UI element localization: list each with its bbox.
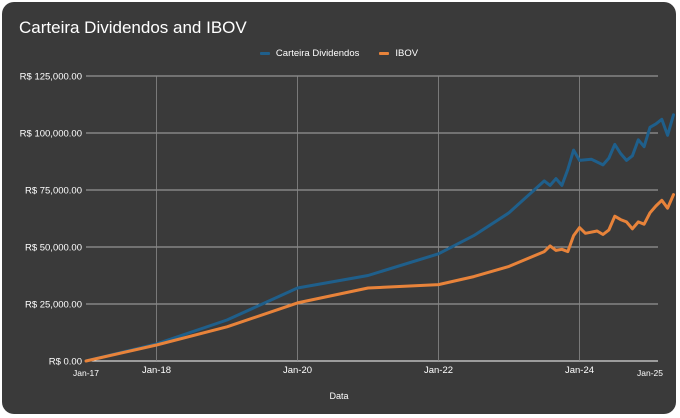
x-tick-label: Jan-24 [565,365,594,376]
chart-legend: Carteira Dividendos IBOV [2,48,676,59]
legend-swatch-carteira [259,52,270,55]
x-tick-label: Jan-25 [637,368,663,378]
legend-swatch-ibov [379,52,390,55]
y-tick-label: R$ 25,000.00 [25,300,82,311]
series-line-ibov [84,193,675,363]
y-tick-label: R$ 50,000.00 [25,243,82,254]
chart-card: Carteira Dividendos and IBOV Carteira Di… [2,2,676,414]
legend-label-ibov: IBOV [395,48,419,59]
x-tick-label: Jan-20 [283,365,312,376]
chart-plot: R$ 0.00 R$ 25,000.00 R$ 50,000.00 R$ 75,000… [20,72,675,378]
chart-title: Carteira Dividendos and IBOV [19,18,247,37]
x-tick-label: Jan-22 [424,365,453,376]
x-axis-title: Data [329,391,349,401]
x-tick-label: Jan-17 [73,368,99,378]
legend-item-ibov[interactable]: IBOV [379,48,418,59]
y-tick-label: R$ 75,000.00 [25,186,82,197]
y-tick-label: R$ 100,000.00 [20,129,82,140]
x-tick-label: Jan-18 [142,365,171,376]
y-tick-label: R$ 125,000.00 [20,72,82,83]
y-tick-label: R$ 0.00 [49,357,82,368]
series-line-carteira [84,113,675,363]
legend-label-carteira: Carteira Dividendos [275,48,360,59]
legend-item-carteira[interactable]: Carteira Dividendos [259,48,360,59]
